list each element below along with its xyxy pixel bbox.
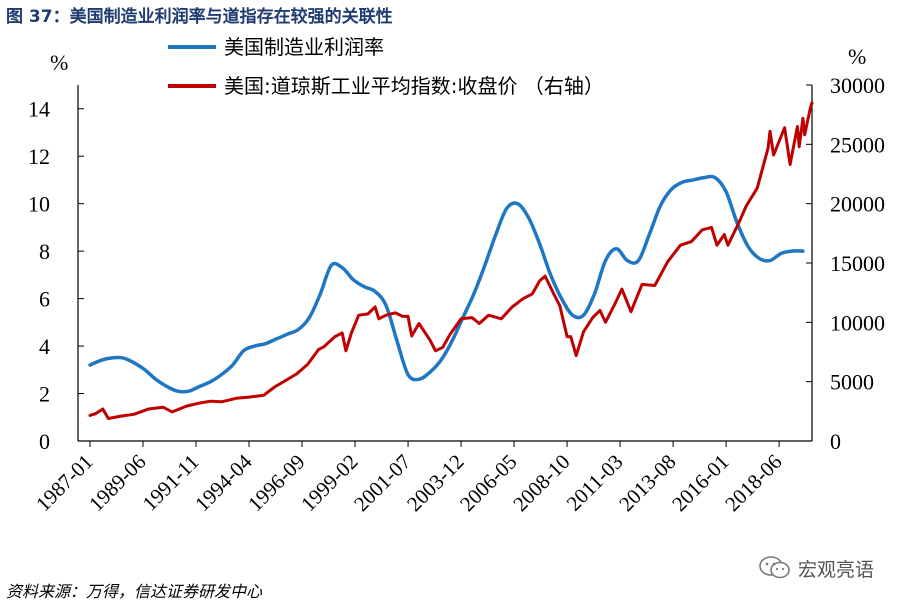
x-tick-label: 1991-11 bbox=[138, 450, 204, 516]
x-tick-label: 1987-01 bbox=[31, 450, 97, 516]
x-tick-label: 2003-12 bbox=[402, 450, 468, 516]
x-tick-label: 2018-06 bbox=[720, 450, 786, 516]
legend: 美国制造业利润率 美国:道琼斯工业平均指数:收盘价 （右轴） bbox=[168, 35, 604, 98]
y-left-tick-label: 2 bbox=[39, 382, 50, 407]
ticks: 0 2 4 6 8 10 12 14 0 5000 10000 15000 20000 25000 3000… bbox=[28, 73, 885, 516]
left-axis-unit: % bbox=[50, 50, 68, 75]
y-right-tick-label: 30000 bbox=[830, 73, 885, 98]
watermark-text: 宏观亮语 bbox=[798, 558, 875, 581]
x-tick-label: 1989-06 bbox=[84, 450, 150, 516]
x-tick-label: 2016-01 bbox=[667, 450, 733, 516]
y-left-tick-label: 10 bbox=[28, 192, 50, 217]
legend-label-profit-margin: 美国制造业利润率 bbox=[224, 35, 384, 59]
y-right-tick-label: 10000 bbox=[830, 310, 885, 335]
x-tick-label: 2013-08 bbox=[614, 450, 680, 516]
y-right-tick-label: 20000 bbox=[830, 192, 885, 217]
y-right-tick-label: 15000 bbox=[830, 251, 885, 276]
right-axis-unit: % bbox=[848, 44, 866, 69]
watermark: 宏观亮语 bbox=[758, 554, 874, 582]
legend-label-dow-jones: 美国:道琼斯工业平均指数:收盘价 （右轴） bbox=[224, 74, 604, 98]
y-left-tick-label: 6 bbox=[39, 287, 50, 312]
series-line-profit-margin bbox=[88, 174, 805, 394]
series-line-dow-jones bbox=[88, 101, 814, 420]
x-tick-label: 2011-03 bbox=[562, 450, 628, 516]
chart-title: 图 37：美国制造业利润率与道指存在较强的关联性 bbox=[6, 7, 393, 27]
series bbox=[88, 101, 814, 420]
y-left-tick-label: 12 bbox=[28, 144, 50, 169]
y-right-tick-label: 0 bbox=[830, 429, 841, 454]
x-tick-label: 2006-05 bbox=[455, 450, 521, 516]
source-note: 资料来源：万得，信达证券研发中心 bbox=[6, 582, 263, 601]
chat-bubble-icon bbox=[759, 556, 790, 579]
x-tick-label: 1999-02 bbox=[296, 450, 362, 516]
y-right-tick-label: 5000 bbox=[830, 370, 874, 395]
y-left-tick-label: 8 bbox=[39, 239, 50, 264]
y-right-tick-label: 25000 bbox=[830, 132, 885, 157]
y-left-tick-label: 0 bbox=[39, 429, 50, 454]
x-tick-label: 1994-04 bbox=[190, 449, 257, 516]
y-left-tick-label: 14 bbox=[28, 97, 50, 122]
x-tick-label: 2001-07 bbox=[349, 450, 415, 516]
x-tick-label: 1996-09 bbox=[243, 450, 309, 516]
y-left-tick-label: 4 bbox=[39, 334, 50, 359]
x-tick-label: 2008-10 bbox=[508, 450, 574, 516]
